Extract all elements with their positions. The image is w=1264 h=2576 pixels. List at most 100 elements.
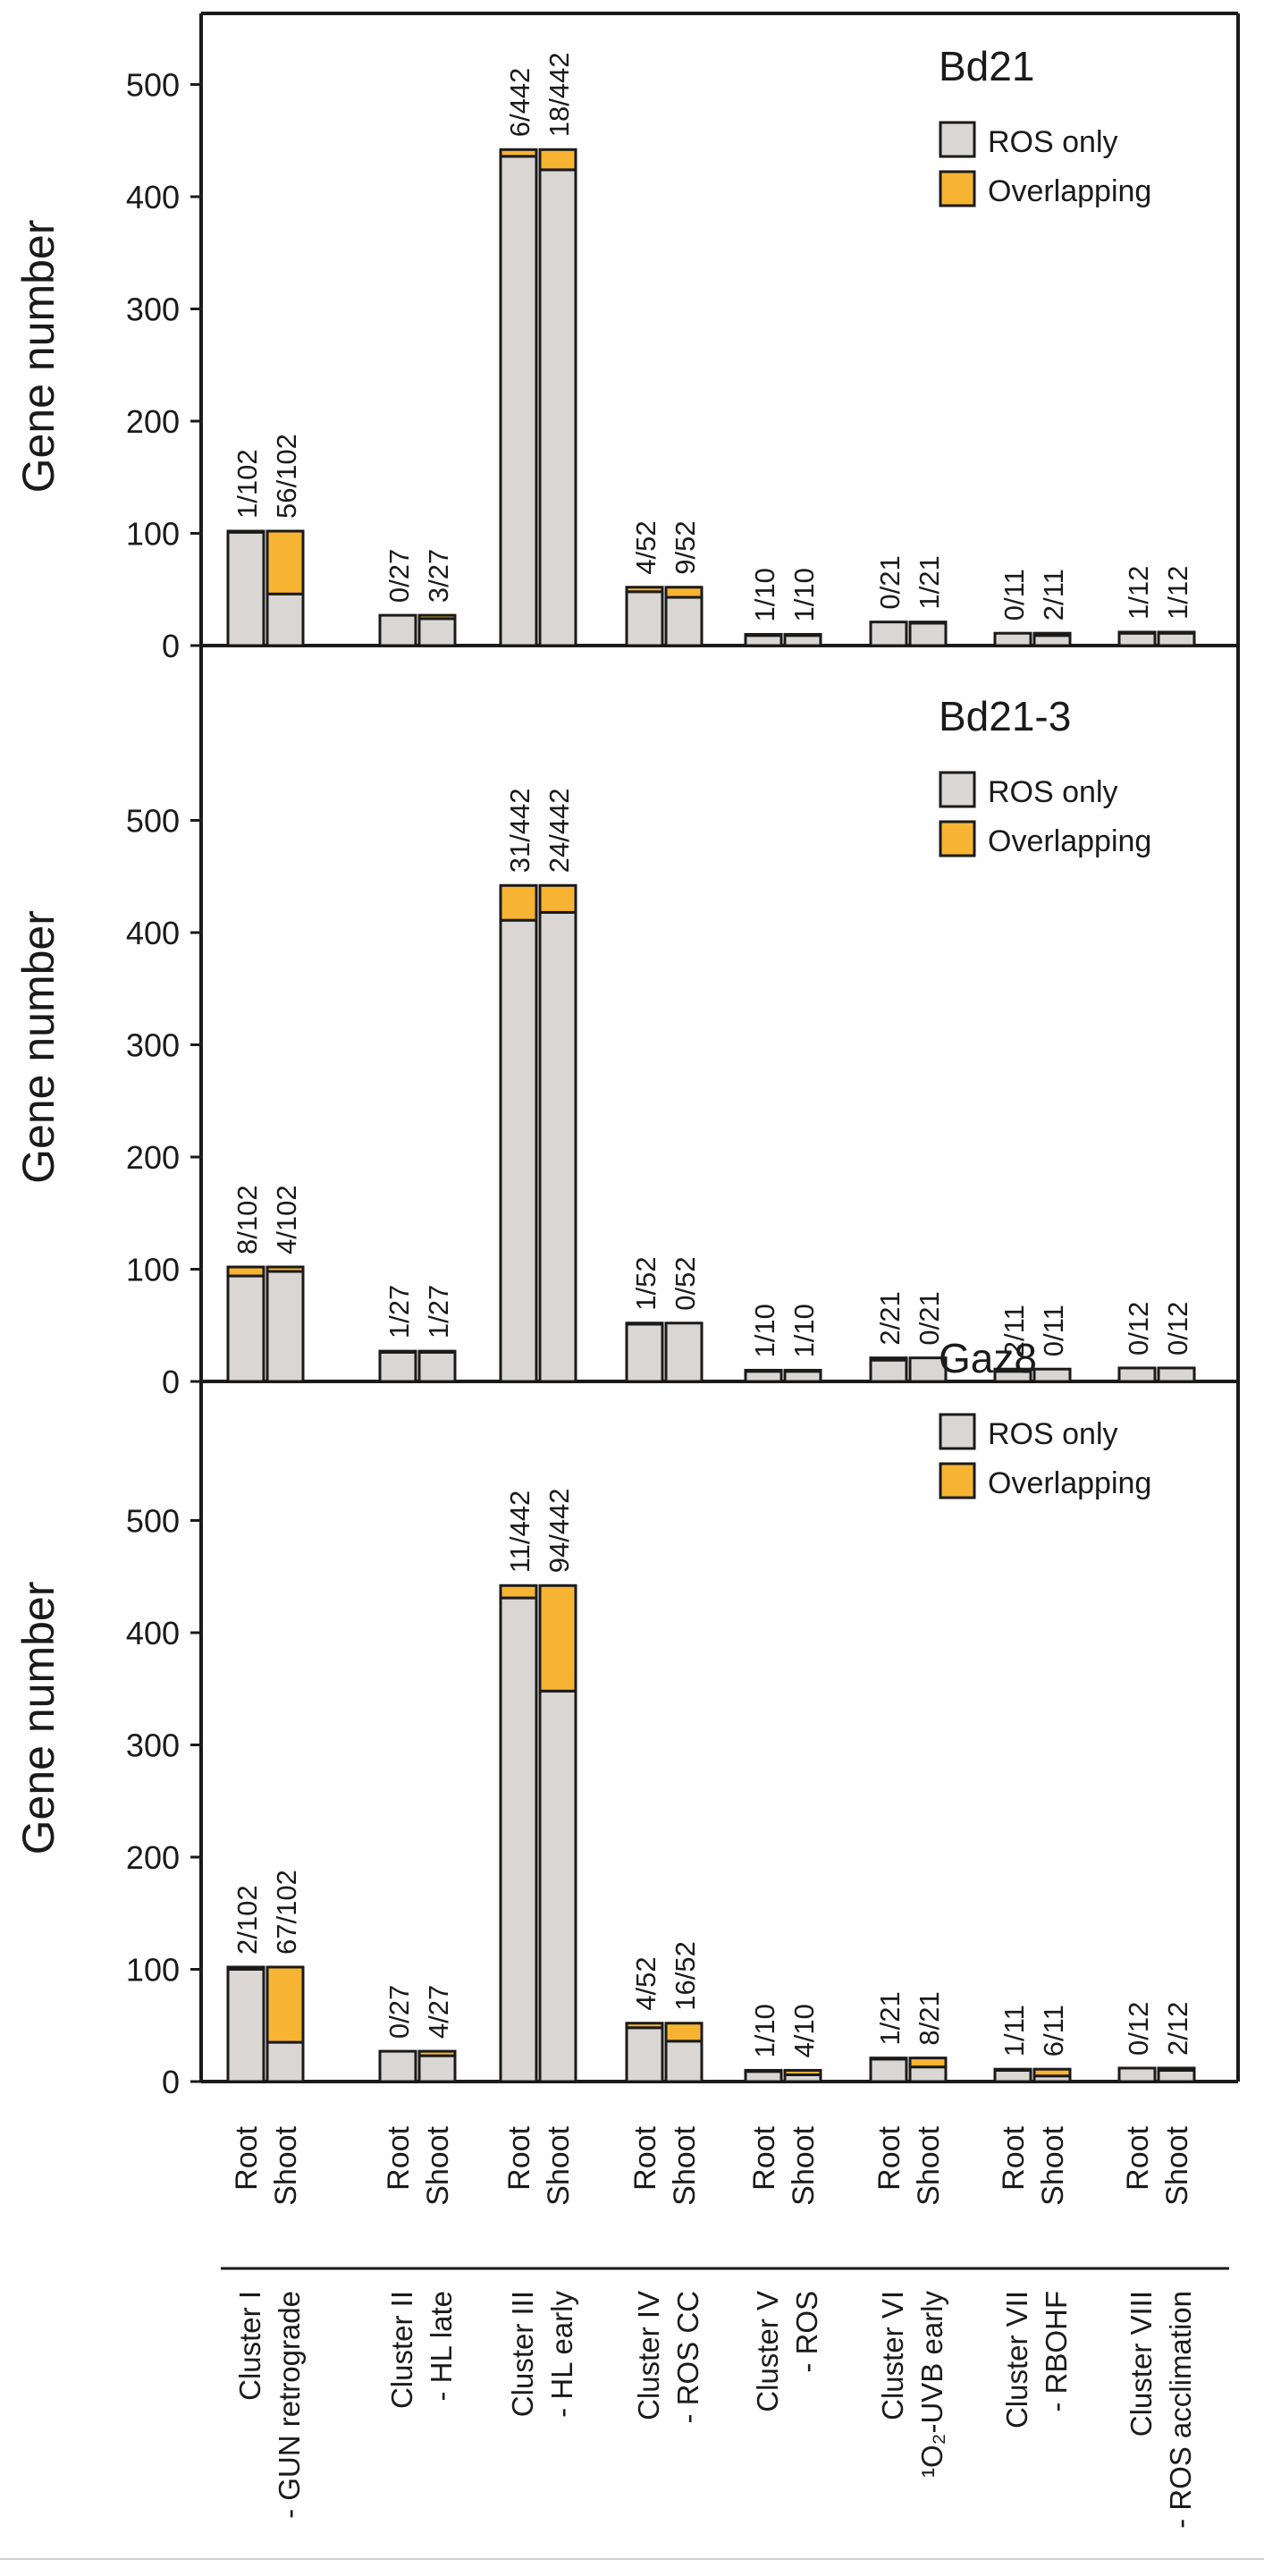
panel-title: Bd21-3 (939, 693, 1071, 739)
bar-value-label: 94/442 (544, 1488, 575, 1573)
x-tick-label: Shoot (542, 2125, 576, 2205)
bar-ros-only (378, 1350, 417, 1383)
cluster-sublabel: - ROS acclimation (1164, 2291, 1197, 2529)
y-tick-label: 200 (126, 403, 180, 440)
legend-label: ROS only (988, 775, 1118, 809)
x-tick-label: Root (747, 2125, 781, 2190)
bar-overlapping (664, 586, 704, 599)
cluster-label: Cluster V (751, 2291, 784, 2412)
bar-value-label: 1/10 (788, 1304, 820, 1357)
bar-ros-only (417, 1350, 457, 1383)
bar-ros-only (265, 2040, 305, 2083)
bar-value-label: 1/12 (1162, 566, 1193, 620)
bar-value-label: 1/27 (383, 1285, 415, 1339)
bar-value-label: 6/11 (1038, 2005, 1069, 2057)
bar-value-label: 0/21 (914, 1291, 945, 1345)
bar-ros-only (993, 2068, 1032, 2083)
y-tick-label: 100 (126, 1952, 180, 1989)
bar-overlapping (993, 1367, 1032, 1373)
bar-value-label: 1/52 (630, 1256, 661, 1310)
bar-ros-only (265, 1270, 305, 1383)
cluster-sublabel: - HL late (425, 2291, 458, 2402)
bar-ros-only (1117, 2066, 1157, 2083)
bar-overlapping (538, 883, 577, 914)
y-axis-title: Gene number (13, 220, 63, 494)
x-tick-label: Shoot (269, 2125, 303, 2205)
bar-value-label: 31/442 (504, 788, 535, 873)
cluster-sublabel: ¹O₂-UVB early (915, 2291, 948, 2479)
y-tick-label: 0 (162, 1364, 180, 1400)
bar-overlapping (417, 1349, 457, 1354)
bar-ros-only (538, 168, 577, 647)
bar-value-label: 0/21 (874, 555, 906, 609)
bar-value-label: 2/102 (232, 1885, 263, 1955)
y-tick-label: 500 (126, 803, 180, 840)
bar-value-label: 8/102 (232, 1185, 263, 1254)
bar-ros-only (664, 1322, 704, 1383)
legend-label: Overlapping (988, 1466, 1151, 1500)
bar-value-label: 3/27 (423, 549, 454, 603)
y-tick-label: 100 (126, 1252, 180, 1288)
bar-ros-only (993, 631, 1032, 647)
bar-value-label: 56/102 (271, 434, 302, 519)
y-tick-label: 300 (126, 1727, 180, 1764)
bar-overlapping (499, 148, 538, 158)
bar-overlapping (908, 2057, 948, 2069)
cluster-label: Cluster II (385, 2291, 418, 2409)
y-tick-label: 0 (162, 2064, 180, 2100)
bar-value-label: 11/442 (504, 1491, 535, 1574)
bar-overlapping (1157, 630, 1196, 635)
bar-ros-only (1117, 1366, 1157, 1383)
bar-overlapping (499, 1584, 538, 1600)
x-tick-label: Root (502, 2125, 536, 2190)
legend-swatch-ros-only (939, 1413, 976, 1450)
bar-ros-only (226, 1968, 265, 2083)
bar-ros-only (265, 592, 305, 647)
bar-value-label: 0/12 (1123, 2002, 1154, 2056)
bar-value-label: 16/52 (670, 1941, 701, 2011)
bar-ros-only (744, 634, 783, 647)
bar-value-label: 1/10 (749, 568, 780, 621)
bar-ros-only (625, 590, 664, 647)
x-tick-label: Root (1121, 2125, 1155, 2190)
bar-overlapping (783, 1368, 822, 1373)
bar-value-label: 24/442 (544, 788, 575, 873)
cluster-label: Cluster VII (1000, 2291, 1033, 2428)
bar-ros-only (499, 918, 538, 1383)
x-tick-label: Root (997, 2125, 1031, 2190)
bar-overlapping (538, 148, 577, 172)
bar-value-label: 0/52 (670, 1256, 701, 1310)
x-tick-label: Shoot (1036, 2125, 1070, 2205)
cluster-label: Cluster VIII (1125, 2291, 1158, 2437)
y-axis-title: Gene number (13, 1582, 63, 1855)
y-tick-label: 300 (126, 1027, 180, 1064)
bar-value-label: 1/27 (423, 1285, 454, 1339)
legend-label: ROS only (988, 125, 1118, 159)
bar-ros-only (869, 2057, 908, 2083)
x-tick-label: Shoot (787, 2125, 821, 2205)
bar-value-label: 1/12 (1123, 566, 1154, 620)
bar-value-label: 1/21 (874, 1991, 906, 2045)
bar-overlapping (625, 586, 664, 594)
bar-overlapping (783, 632, 822, 638)
x-tick-label: Shoot (668, 2125, 702, 2205)
bar-overlapping (538, 1584, 577, 1693)
bar-value-label: 2/11 (1038, 569, 1069, 621)
legend-swatch-overlapping (939, 820, 976, 857)
bar-ros-only (538, 1689, 577, 2083)
bar-ros-only (664, 595, 704, 647)
bar-value-label: 4/52 (630, 520, 661, 574)
bar-overlapping (265, 1265, 305, 1273)
x-tick-label: Shoot (912, 2125, 946, 2205)
bar-ros-only (664, 2040, 704, 2083)
bar-value-label: 2/11 (999, 1305, 1030, 1356)
bar-ros-only (1157, 1366, 1196, 1383)
bar-overlapping (226, 1965, 265, 1971)
bar-value-label: 1/10 (749, 1304, 780, 1357)
bar-value-label: 1/102 (232, 449, 263, 519)
bar-overlapping (664, 2022, 704, 2043)
bar-value-label: 67/102 (271, 1870, 302, 1955)
legend-swatch-overlapping (939, 170, 976, 207)
